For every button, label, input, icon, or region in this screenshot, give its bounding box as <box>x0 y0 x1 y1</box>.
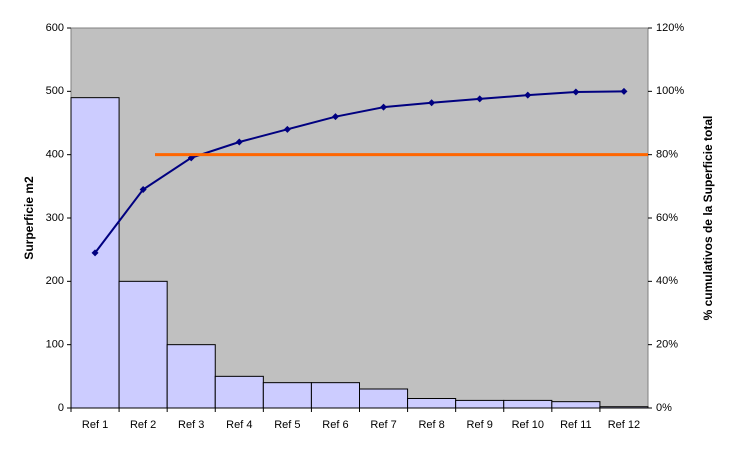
line-marker <box>91 249 99 257</box>
line-marker <box>380 103 388 111</box>
bar <box>262 382 312 409</box>
y-tick-label: 0 <box>58 402 64 414</box>
y2-tick-label: 40% <box>656 275 678 287</box>
bar <box>214 375 264 409</box>
line-marker <box>283 125 291 133</box>
bar <box>118 280 168 409</box>
y2-tick-label: 120% <box>656 22 684 34</box>
y-tick-label: 200 <box>46 275 64 287</box>
y2-tick-label: 60% <box>656 212 678 224</box>
x-tick-label: Ref 9 <box>467 419 493 431</box>
y2-axis-title: % cumulativos de la Superficie total <box>701 116 715 321</box>
bar <box>455 399 505 409</box>
x-tick-label: Ref 1 <box>82 419 108 431</box>
bar <box>551 401 601 409</box>
y2-tick-label: 80% <box>656 149 678 161</box>
y-tick-label: 100 <box>46 339 64 351</box>
line-marker <box>235 138 243 146</box>
line-marker <box>476 95 484 103</box>
y2-tick-label: 20% <box>656 339 678 351</box>
line-marker <box>572 88 580 96</box>
x-tick-label: Ref 3 <box>178 419 204 431</box>
line-marker <box>428 99 436 107</box>
bar <box>359 388 409 409</box>
line-marker <box>331 113 339 121</box>
y2-tick-label: 0% <box>656 402 672 414</box>
y-tick-label: 400 <box>46 149 64 161</box>
line-marker <box>524 91 532 99</box>
x-tick-label: Ref 5 <box>274 419 300 431</box>
line-marker <box>139 186 147 193</box>
x-tick-label: Ref 8 <box>418 419 444 431</box>
x-tick-label: Ref 11 <box>560 419 592 431</box>
bar <box>166 344 216 409</box>
x-tick-label: Ref 12 <box>608 419 640 431</box>
x-tick-label: Ref 4 <box>226 419 252 431</box>
cumulative-line <box>94 90 624 254</box>
line-marker <box>620 87 628 95</box>
y-tick-label: 500 <box>46 85 64 97</box>
y2-tick-label: 100% <box>656 85 684 97</box>
bar <box>407 398 457 409</box>
x-tick-label: Ref 10 <box>512 419 544 431</box>
x-tick-label: Ref 2 <box>130 419 156 431</box>
x-tick-label: Ref 6 <box>322 419 348 431</box>
bar <box>503 399 553 409</box>
bar <box>310 382 360 409</box>
y-tick-label: 300 <box>46 212 64 224</box>
y-tick-label: 600 <box>46 22 64 34</box>
x-tick-label: Ref 7 <box>370 419 396 431</box>
y-axis-title: Surperficie m2 <box>22 176 36 260</box>
